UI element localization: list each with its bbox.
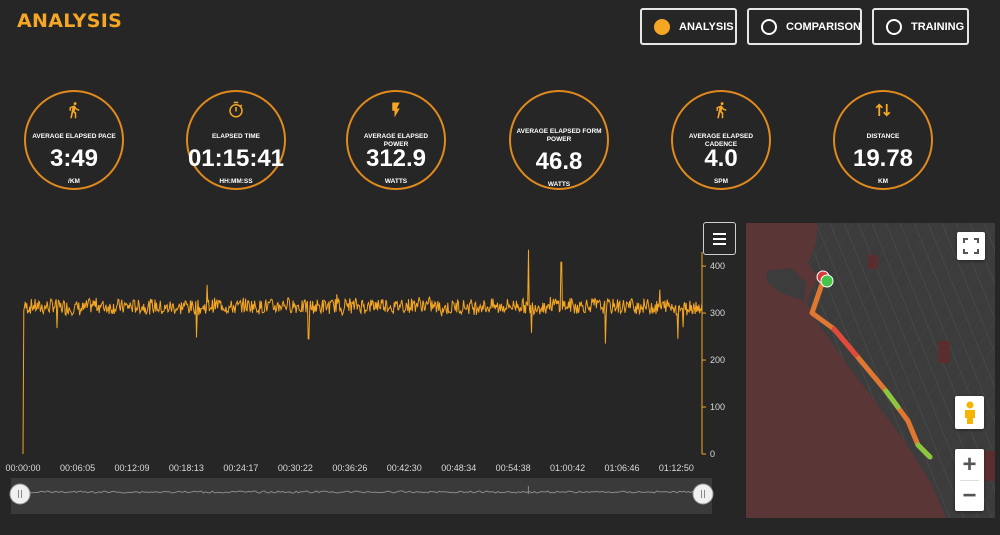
stat-value: 19.78 bbox=[852, 145, 914, 172]
fullscreen-icon bbox=[963, 238, 979, 254]
navigator-left-handle[interactable] bbox=[9, 483, 31, 505]
x-tick-label: 00:36:26 bbox=[332, 463, 367, 473]
stat-value: 3:49 bbox=[49, 145, 99, 172]
x-tick-label: 01:00:42 bbox=[550, 463, 585, 473]
app-title: ANALYSIS bbox=[17, 10, 123, 32]
stat-value: 46.8 bbox=[535, 148, 583, 175]
stat-unit: HH:MM:SS bbox=[219, 178, 253, 185]
x-tick-label: 00:24:17 bbox=[223, 463, 258, 473]
street-view-pegman-button[interactable] bbox=[955, 396, 984, 429]
stat-unit: WATTS bbox=[384, 178, 408, 185]
stat-label: AVERAGE ELAPSED FORM POWER bbox=[516, 128, 602, 143]
start-marker bbox=[820, 274, 834, 288]
map-street bbox=[909, 392, 995, 518]
training-tab-label: TRAINING bbox=[911, 20, 965, 33]
zoom-in-button[interactable]: + bbox=[962, 450, 977, 478]
stat-unit: WATTS bbox=[547, 181, 571, 188]
route-line bbox=[809, 278, 933, 460]
map-street bbox=[955, 223, 995, 320]
stat-distance: DISTANCE 19.78 KM bbox=[833, 90, 933, 190]
map-block bbox=[868, 255, 878, 269]
stat-value: 312.9 bbox=[365, 145, 427, 172]
x-tick-label: 00:42:30 bbox=[387, 463, 422, 473]
comparison-tab-button[interactable]: COMPARISON bbox=[747, 8, 862, 45]
x-tick-label: 00:12:09 bbox=[114, 463, 149, 473]
analysis-tab-label: ANALYSIS bbox=[679, 20, 734, 33]
radio-dot-icon bbox=[654, 18, 670, 35]
analysis-tab-button[interactable]: ANALYSIS bbox=[640, 8, 737, 45]
x-tick-label: 00:06:05 bbox=[60, 463, 95, 473]
y-tick-label: 100 bbox=[710, 402, 725, 412]
zoom-out-button[interactable]: − bbox=[962, 481, 977, 509]
x-tick-label: 00:00:00 bbox=[5, 463, 40, 473]
stat-average-cadence: AVERAGE ELAPSED CADENCE 4.0 SPM bbox=[671, 90, 771, 190]
stat-elapsed-time: ELAPSED TIME 01:15:41 HH:MM:SS bbox=[186, 90, 286, 190]
stat-value: 01:15:41 bbox=[187, 145, 285, 172]
zoom-control: + − bbox=[955, 449, 984, 511]
stat-unit: SPM bbox=[713, 178, 729, 185]
y-tick-label: 200 bbox=[710, 355, 725, 365]
stat-average-form-power: AVERAGE ELAPSED FORM POWER 46.8 WATTS bbox=[509, 90, 609, 190]
chart-menu-button[interactable] bbox=[703, 222, 736, 255]
y-tick-label: 300 bbox=[710, 308, 725, 318]
power-chart-svg: 0 100 200 300 400 00:00:00 00:06:05 00:12:09 00:… bbox=[5, 249, 725, 514]
route-map[interactable]: + − bbox=[746, 223, 995, 518]
route-segment bbox=[831, 326, 859, 358]
navigator-background bbox=[11, 478, 712, 514]
pegman-icon bbox=[964, 401, 975, 424]
stat-label: AVERAGE ELAPSED POWER bbox=[363, 133, 429, 148]
map-street bbox=[893, 368, 995, 518]
map-street bbox=[913, 223, 995, 424]
stat-value: 4.0 bbox=[704, 145, 738, 172]
stat-average-pace: AVERAGE ELAPSED PACE 3:49 /KM bbox=[24, 90, 124, 190]
map-peninsula bbox=[766, 268, 806, 301]
x-tick-label: 00:30:22 bbox=[278, 463, 313, 473]
stat-unit: /KM bbox=[68, 178, 80, 185]
training-tab-button[interactable]: TRAINING bbox=[872, 8, 969, 45]
x-tick-label: 01:06:46 bbox=[604, 463, 639, 473]
map-street bbox=[829, 223, 951, 518]
stat-unit: KM bbox=[877, 178, 889, 185]
fullscreen-button[interactable] bbox=[957, 232, 985, 260]
map-street bbox=[899, 223, 995, 458]
stat-label: AVERAGE ELAPSED PACE bbox=[32, 133, 116, 140]
walker-icon bbox=[673, 101, 769, 119]
radio-dot-icon bbox=[886, 18, 902, 35]
lightning-icon bbox=[348, 101, 444, 119]
map-block bbox=[938, 341, 950, 363]
navigator-series-line bbox=[21, 490, 703, 494]
x-tick-label: 00:54:38 bbox=[496, 463, 531, 473]
y-tick-label: 400 bbox=[710, 261, 725, 271]
route-segment bbox=[883, 388, 901, 410]
map-street bbox=[927, 223, 995, 389]
map-block bbox=[981, 451, 995, 481]
map-street bbox=[941, 223, 995, 355]
power-chart[interactable]: 0 100 200 300 400 00:00:00 00:06:05 00:12:09 00:… bbox=[0, 220, 745, 520]
comparison-tab-label: COMPARISON bbox=[786, 20, 861, 33]
stat-label: AVERAGE ELAPSED CADENCE bbox=[688, 133, 754, 148]
route-map-svg bbox=[746, 223, 995, 518]
map-street bbox=[969, 223, 995, 286]
x-tick-label: 01:12:50 bbox=[659, 463, 694, 473]
x-tick-label: 00:18:13 bbox=[169, 463, 204, 473]
y-tick-label: 0 bbox=[710, 449, 715, 459]
navigator-right-handle[interactable] bbox=[692, 483, 714, 505]
stopwatch-icon bbox=[188, 101, 284, 119]
runner-icon bbox=[26, 101, 122, 119]
stat-label: DISTANCE bbox=[866, 133, 900, 140]
map-street bbox=[843, 223, 965, 518]
up-down-arrows-icon bbox=[835, 101, 931, 119]
stat-label: ELAPSED TIME bbox=[211, 133, 261, 140]
x-tick-label: 00:48:34 bbox=[441, 463, 476, 473]
stat-average-power: AVERAGE ELAPSED POWER 312.9 WATTS bbox=[346, 90, 446, 190]
radio-dot-icon bbox=[761, 18, 777, 35]
power-series-line bbox=[22, 249, 703, 455]
route-segment bbox=[915, 442, 933, 460]
